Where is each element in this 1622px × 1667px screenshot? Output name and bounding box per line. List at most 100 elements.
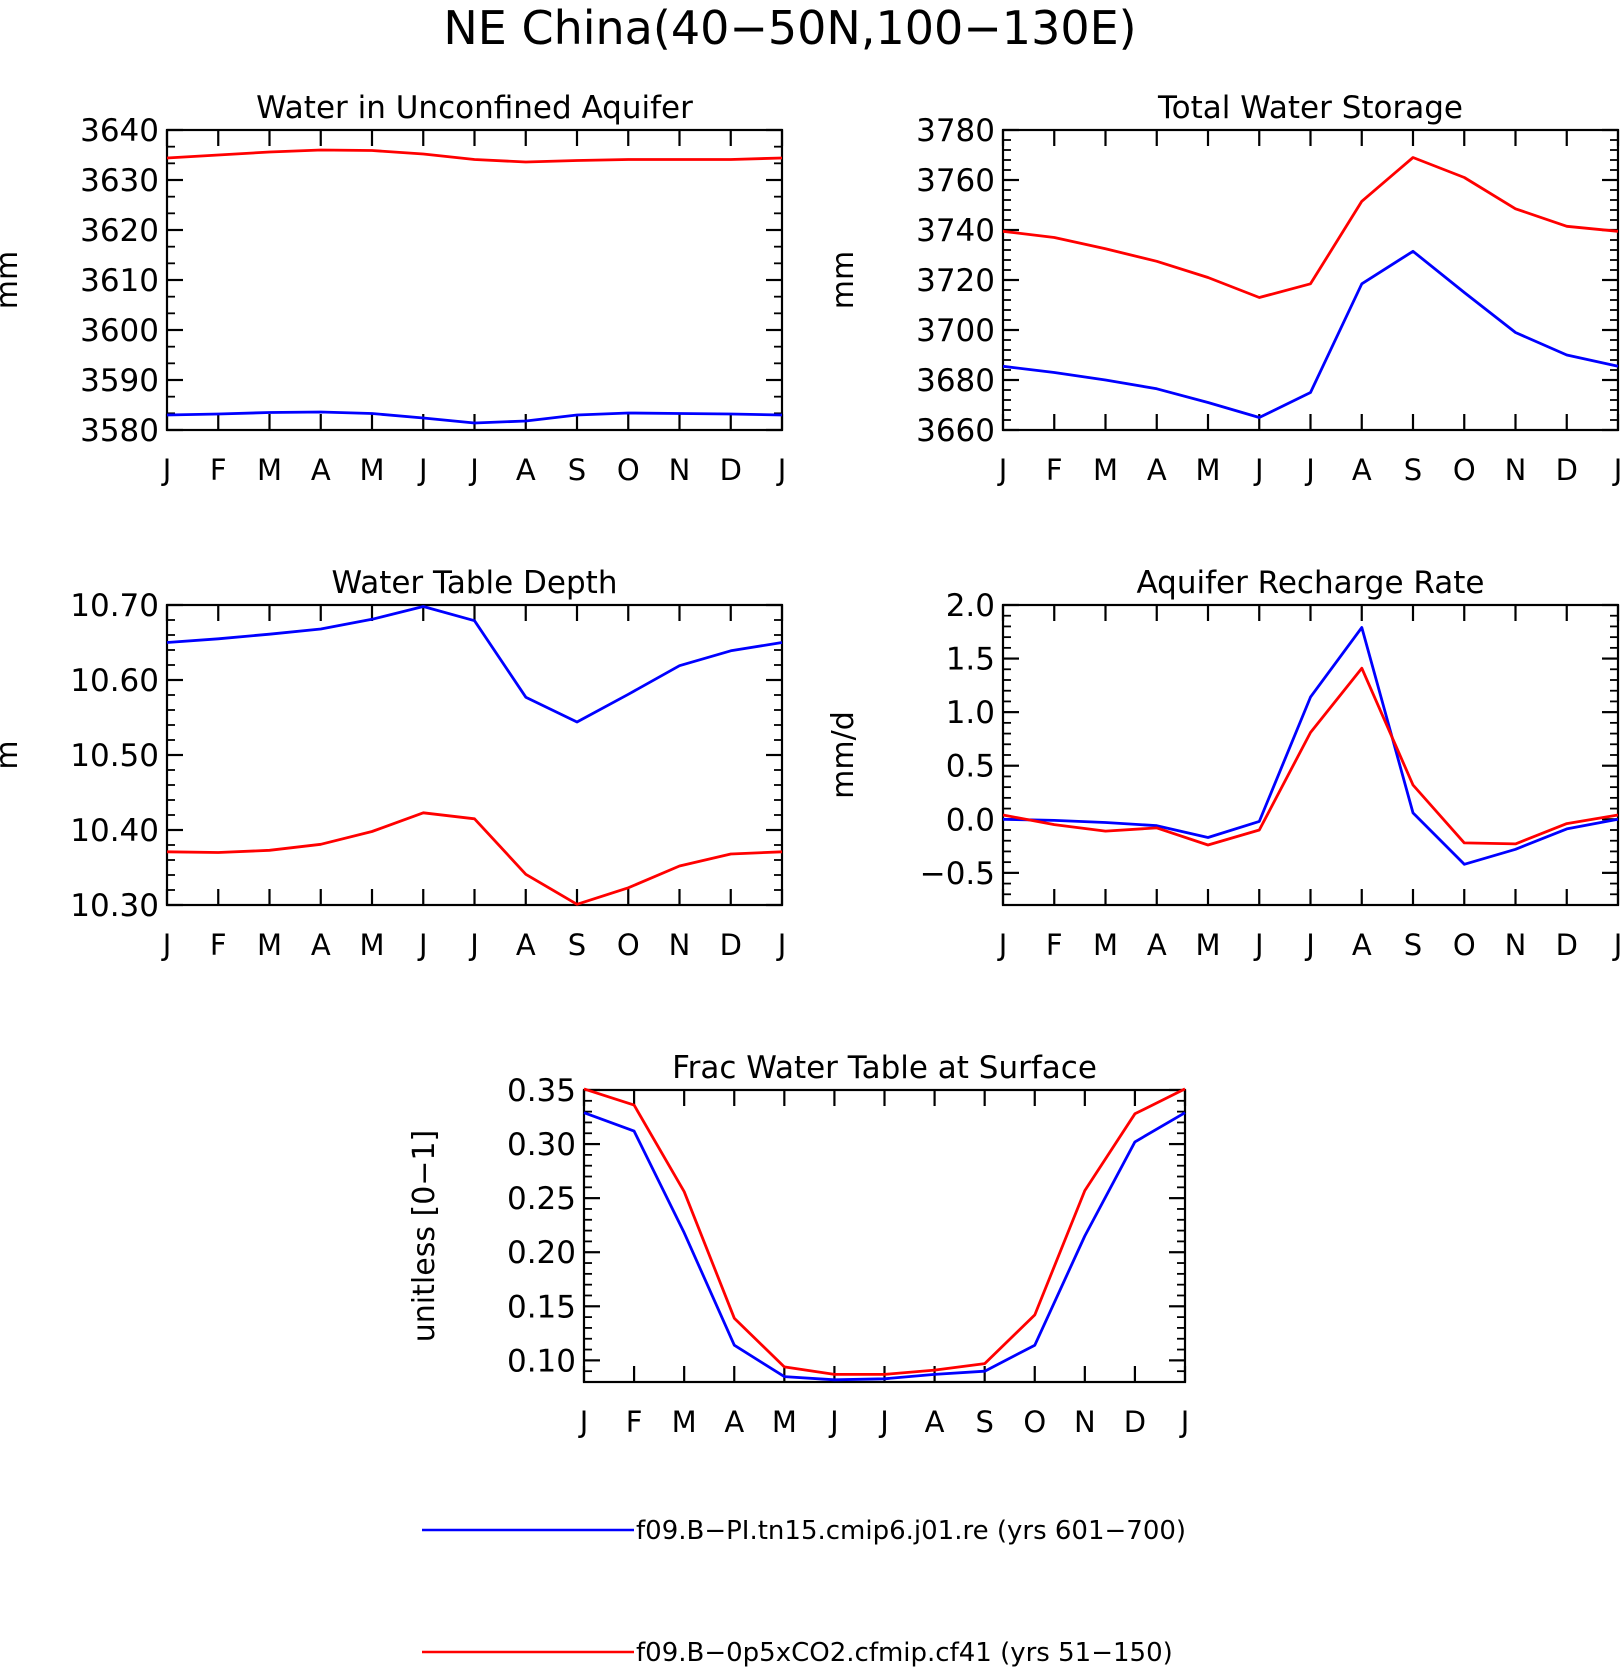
x-tick-label: J	[997, 928, 1008, 962]
chart-panel-1: Water in Unconfined Aquifer mm 3580 3590 360…	[0, 90, 786, 487]
y-tick-label: 10.50	[70, 738, 159, 774]
x-tick-label: N	[669, 453, 691, 487]
x-tick-label: M	[1195, 928, 1220, 962]
y-tick-label: 3680	[916, 363, 995, 399]
x-tick-label: J	[1612, 453, 1622, 487]
y-tick-label: 0.30	[507, 1127, 576, 1163]
series-line-2	[166, 148, 783, 164]
panel-title: Total Water Storage	[1157, 90, 1463, 126]
x-tick-label: F	[626, 1405, 643, 1439]
y-tick-label: 3660	[916, 413, 995, 449]
y-tick-label: 3580	[80, 413, 159, 449]
x-tick-label: O	[1023, 1405, 1046, 1439]
legend-item-2: f09.B−0p5xCO2.cfmip.cf41 (yrs 51−150)	[422, 1638, 1173, 1667]
x-tick-label: A	[724, 1405, 744, 1439]
y-tick-label: 10.30	[70, 888, 159, 924]
y-axis-label: unitless [0−1]	[407, 1130, 442, 1342]
plot-frame	[582, 1088, 1187, 1384]
panel-title: Frac Water Table at Surface	[672, 1050, 1097, 1086]
x-tick-label: J	[578, 1405, 589, 1439]
y-tick-label: 3700	[916, 313, 995, 349]
y-tick-label: 0.15	[507, 1289, 576, 1325]
chart-panel-3: Water Table Depth m 10.30 10.40 10.50 10.60 10…	[0, 565, 786, 962]
y-tick-label: 10.70	[70, 588, 159, 624]
x-tick-label: M	[1093, 453, 1118, 487]
x-tick-label: J	[828, 1405, 839, 1439]
chart-panel-4: Aquifer Recharge Rate mm/d −0.5 0.0 0.5 1.0 1.…	[826, 565, 1622, 962]
x-tick-label: D	[720, 453, 742, 487]
x-tick-label: S	[1404, 453, 1422, 487]
x-tick-label: J	[417, 928, 428, 962]
series-line-1	[583, 1111, 1186, 1382]
y-tick-label: 3620	[80, 213, 159, 249]
series-line-2	[583, 1087, 1186, 1376]
x-tick-label: D	[720, 928, 742, 962]
x-tick-label: J	[468, 928, 479, 962]
y-tick-label: 0.0	[946, 802, 995, 838]
x-tick-label: J	[1253, 928, 1264, 962]
panel-title: Water Table Depth	[332, 565, 618, 601]
x-tick-label: J	[1253, 453, 1264, 487]
x-tick-label: D	[1556, 453, 1578, 487]
x-tick-label: O	[1453, 928, 1476, 962]
y-axis-label: mm/d	[826, 711, 861, 799]
x-tick-label: J	[1304, 928, 1315, 962]
x-tick-label: O	[617, 928, 640, 962]
y-tick-label: 1.0	[946, 695, 995, 731]
x-tick-label: A	[516, 453, 536, 487]
plot-frame	[1001, 603, 1620, 907]
y-axis-label: mm	[826, 251, 861, 309]
y-tick-label: 3610	[80, 263, 159, 299]
x-tick-label: A	[311, 928, 331, 962]
x-tick-label: J	[1612, 928, 1622, 962]
x-tick-label: M	[772, 1405, 797, 1439]
x-tick-label: M	[359, 928, 384, 962]
x-tick-label: M	[257, 453, 282, 487]
x-tick-label: J	[776, 928, 787, 962]
y-tick-label: 3600	[80, 313, 159, 349]
x-tick-label: S	[568, 928, 586, 962]
x-tick-label: O	[1453, 453, 1476, 487]
x-tick-label: A	[1147, 928, 1167, 962]
plot-frame	[165, 603, 784, 907]
x-tick-label: N	[1505, 928, 1527, 962]
y-tick-label: 2.0	[946, 588, 995, 624]
x-tick-label: J	[161, 928, 172, 962]
series-line-2	[166, 811, 783, 906]
figure-title: NE China(40−50N,100−130E)	[443, 1, 1136, 55]
x-tick-label: M	[672, 1405, 697, 1439]
x-tick-label: O	[617, 453, 640, 487]
series-line-2	[1002, 156, 1619, 299]
y-tick-label: 0.25	[507, 1181, 576, 1217]
plot-frame	[165, 128, 784, 432]
y-tick-label: 3760	[916, 163, 995, 199]
y-axis-label: m	[0, 740, 25, 769]
x-tick-label: A	[1147, 453, 1167, 487]
x-tick-label: J	[468, 453, 479, 487]
x-tick-label: S	[568, 453, 586, 487]
x-tick-label: F	[210, 928, 227, 962]
y-tick-label: 3590	[80, 363, 159, 399]
x-tick-label: A	[516, 928, 536, 962]
panel-title: Water in Unconfined Aquifer	[256, 90, 693, 126]
chart-panel-5: Frac Water Table at Surface unitless [0−1…	[407, 1050, 1189, 1439]
x-tick-label: D	[1556, 928, 1578, 962]
x-tick-label: J	[997, 453, 1008, 487]
x-tick-label: N	[1505, 453, 1527, 487]
series-line-1	[1002, 626, 1619, 866]
y-tick-label: 10.40	[70, 813, 159, 849]
panel-title: Aquifer Recharge Rate	[1137, 565, 1485, 601]
plot-frame	[1001, 128, 1620, 432]
x-tick-label: A	[925, 1405, 945, 1439]
x-tick-label: M	[359, 453, 384, 487]
y-tick-label: 0.20	[507, 1235, 576, 1271]
legend: f09.B−PI.tn15.cmip6.j01.re (yrs 601−700)…	[422, 1516, 1186, 1667]
chart-panel-2: Total Water Storage mm 3660 3680 3700 3720 374…	[826, 90, 1622, 487]
x-tick-label: J	[161, 453, 172, 487]
x-tick-label: M	[1195, 453, 1220, 487]
x-tick-label: D	[1124, 1405, 1146, 1439]
y-tick-label: 3720	[916, 263, 995, 299]
x-tick-label: J	[776, 453, 787, 487]
chart-panels: Water in Unconfined Aquifer mm 3580 3590 360…	[0, 90, 1622, 1439]
